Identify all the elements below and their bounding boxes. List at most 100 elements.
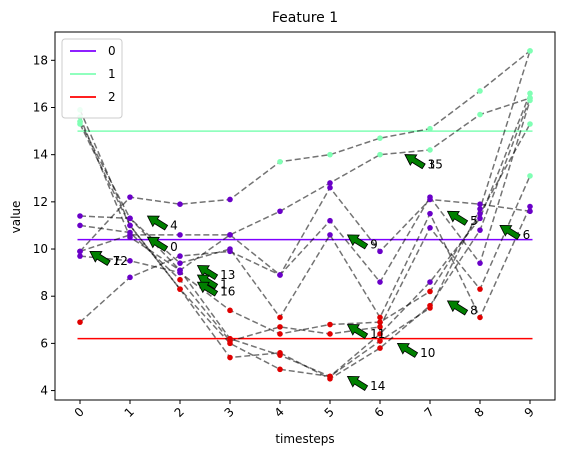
annotation-label-9: 9 <box>370 238 378 252</box>
series-line-7 <box>79 175 531 342</box>
series-point-8-7 <box>427 196 433 203</box>
plot-frame <box>54 31 556 401</box>
series-point-7-7 <box>427 224 433 231</box>
legend-label-1: 1 <box>108 67 116 81</box>
series-point-1-8 <box>477 111 483 118</box>
y-tick-label-6: 6 <box>40 336 48 350</box>
series-point-8-0 <box>77 319 83 325</box>
legend-label-2: 2 <box>108 90 116 104</box>
series-point-7-4 <box>277 324 283 330</box>
annotation-label-13: 13 <box>220 268 235 282</box>
series-point-5-6 <box>377 314 383 321</box>
annotation-label-4: 4 <box>170 219 178 233</box>
series-point-5-0 <box>77 213 83 219</box>
series-point-5-2 <box>177 260 183 266</box>
y-tick-label-18: 18 <box>33 53 48 67</box>
series-point-6-6 <box>377 319 383 325</box>
series-point-7-8 <box>477 286 483 292</box>
x-tick-label-8: 8 <box>472 405 487 420</box>
series-point-8-1 <box>127 274 133 281</box>
x-tick-label-2: 2 <box>172 405 187 420</box>
series-line-6 <box>79 123 531 335</box>
chart-title: Feature 1 <box>272 10 338 26</box>
legend-label-0: 0 <box>108 44 116 58</box>
annotation-arrow-9 <box>346 234 369 250</box>
series-point-3-0 <box>77 121 83 127</box>
series-point-8-9 <box>527 208 533 215</box>
annotation-arrow-8 <box>446 300 469 316</box>
series-point-9-8 <box>477 88 483 94</box>
x-tick-label-6: 6 <box>372 405 387 420</box>
annotation-label-12: 12 <box>113 254 128 268</box>
series-point-0-6 <box>377 331 383 337</box>
annotation-label-6: 6 <box>523 228 531 242</box>
series-point-7-1 <box>127 229 133 236</box>
annotation-arrow-6 <box>499 224 521 240</box>
annotation-label-16: 16 <box>220 285 235 299</box>
series-point-1-6 <box>377 151 383 158</box>
y-tick-label-16: 16 <box>33 100 48 114</box>
series-point-1-7 <box>427 147 433 153</box>
series-point-5-7 <box>427 210 433 217</box>
series-point-9-5 <box>327 151 333 158</box>
series-point-9-3 <box>227 196 233 203</box>
annotation-arrow-0 <box>146 236 169 252</box>
series-point-4-2 <box>177 232 183 238</box>
series-point-6-0 <box>77 253 83 259</box>
plot-area <box>77 48 533 382</box>
series-line-4 <box>79 100 531 284</box>
series-point-7-3 <box>227 338 233 344</box>
annotation-arrow-12 <box>89 250 111 266</box>
series-point-7-5 <box>327 331 333 337</box>
series-point-1-4 <box>277 208 283 215</box>
x-tick-label-3: 3 <box>222 405 237 420</box>
annotation-label-14: 14 <box>370 379 385 393</box>
annotation-arrow-11 <box>346 324 369 340</box>
series-point-6-3 <box>227 307 233 314</box>
series-line-8 <box>79 186 531 323</box>
series-point-2-6 <box>377 345 383 351</box>
series-point-8-2 <box>177 253 183 259</box>
series-point-6-4 <box>277 331 283 337</box>
series-point-6-2 <box>177 269 183 276</box>
series-point-6-5 <box>327 321 333 328</box>
series-point-8-8 <box>477 201 483 208</box>
annotation-label-8: 8 <box>470 304 478 318</box>
series-point-5-1 <box>127 215 133 222</box>
annotation-arrow-10 <box>396 342 419 358</box>
series-line-2 <box>79 97 531 380</box>
annotation-arrow-15 <box>404 154 426 170</box>
series-point-5-9 <box>527 203 533 210</box>
annotation-label-3: 3 <box>428 157 436 171</box>
y-tick-label-4: 4 <box>40 384 48 398</box>
series-point-3-5 <box>327 373 333 380</box>
series-point-2-8 <box>477 227 483 233</box>
annotation-label-1: 1 <box>220 278 228 292</box>
x-tick-label-5: 5 <box>322 405 337 420</box>
series-point-8-6 <box>377 248 383 255</box>
series-point-5-4 <box>277 314 283 321</box>
series-point-6-9 <box>527 121 533 127</box>
series-point-6-8 <box>477 210 483 217</box>
series-point-8-4 <box>277 272 283 278</box>
x-tick-label-9: 9 <box>522 405 537 420</box>
series-point-4-5 <box>327 217 333 224</box>
series-point-4-3 <box>227 232 233 238</box>
series-point-8-3 <box>227 248 233 255</box>
annotation-label-10: 10 <box>420 346 435 360</box>
x-axis-label: timesteps <box>275 432 334 446</box>
series-point-9-9 <box>527 48 533 54</box>
series-point-9-4 <box>277 158 283 165</box>
x-tick-label-4: 4 <box>272 405 287 420</box>
y-axis-label: value <box>9 201 23 234</box>
annotation-label-15: 15 <box>428 157 443 171</box>
series-point-3-8 <box>477 206 483 212</box>
series-point-9-6 <box>377 135 383 141</box>
x-tick-label-0: 0 <box>72 405 87 420</box>
y-tick-label-12: 12 <box>33 195 48 209</box>
series-point-7-2 <box>177 276 183 283</box>
series-point-2-4 <box>277 350 283 356</box>
annotation-label-0: 0 <box>170 240 178 254</box>
series-point-8-5 <box>327 184 333 191</box>
